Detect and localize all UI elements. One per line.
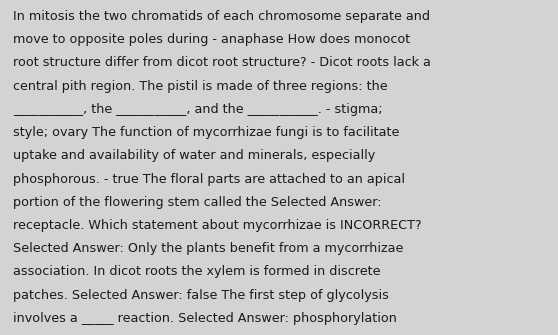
Text: association. In dicot roots the xylem is formed in discrete: association. In dicot roots the xylem is… (13, 265, 381, 278)
Text: root structure differ from dicot root structure? - Dicot roots lack a: root structure differ from dicot root st… (13, 56, 431, 69)
Text: ___________, the ___________, and the ___________. - stigma;: ___________, the ___________, and the __… (13, 103, 383, 116)
Text: style; ovary The function of mycorrhizae fungi is to facilitate: style; ovary The function of mycorrhizae… (13, 126, 400, 139)
Text: receptacle. Which statement about mycorrhizae is INCORRECT?: receptacle. Which statement about mycorr… (13, 219, 422, 232)
Text: Selected Answer: Only the plants benefit from a mycorrhizae: Selected Answer: Only the plants benefit… (13, 242, 403, 255)
Text: phosphorous. - true The floral parts are attached to an apical: phosphorous. - true The floral parts are… (13, 173, 405, 186)
Text: In mitosis the two chromatids of each chromosome separate and: In mitosis the two chromatids of each ch… (13, 10, 430, 23)
Text: patches. Selected Answer: false The first step of glycolysis: patches. Selected Answer: false The firs… (13, 288, 389, 302)
Text: portion of the flowering stem called the Selected Answer:: portion of the flowering stem called the… (13, 196, 382, 209)
Text: uptake and availability of water and minerals, especially: uptake and availability of water and min… (13, 149, 375, 162)
Text: involves a _____ reaction. Selected Answer: phosphorylation: involves a _____ reaction. Selected Answ… (13, 312, 397, 325)
Text: central pith region. The pistil is made of three regions: the: central pith region. The pistil is made … (13, 80, 388, 93)
Text: move to opposite poles during - anaphase How does monocot: move to opposite poles during - anaphase… (13, 33, 410, 46)
